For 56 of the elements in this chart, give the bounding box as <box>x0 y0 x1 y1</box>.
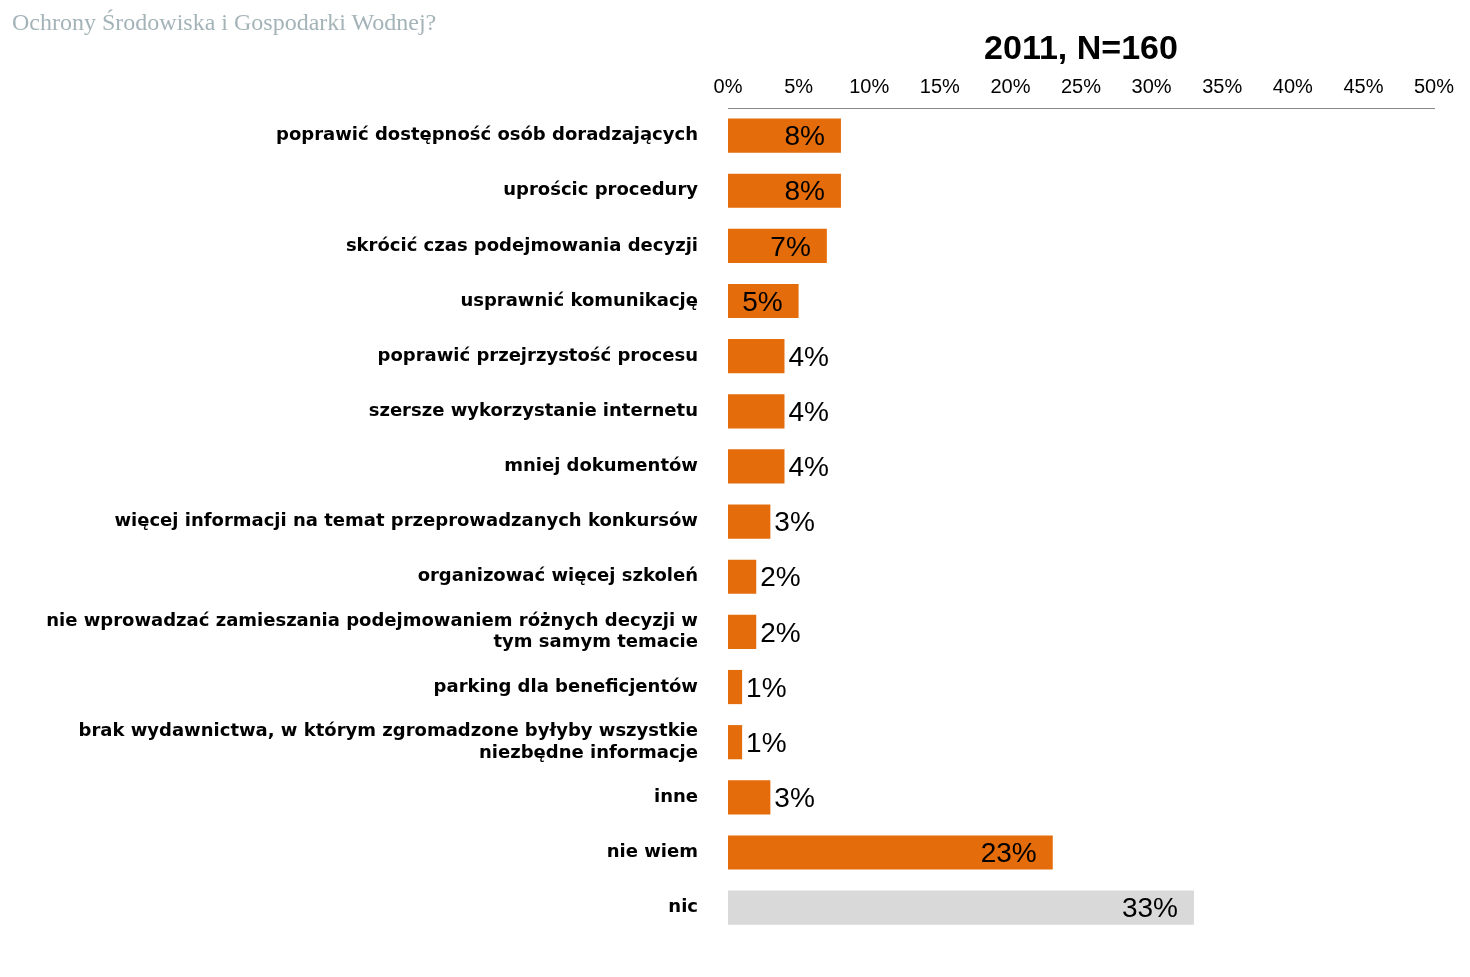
x-tick-label: 40% <box>1272 74 1314 97</box>
bar <box>728 504 771 539</box>
y-tick-label: brak wydawnictwa, w którym zgromadzone byłyby wszystkie niezbędne informacje <box>78 719 698 762</box>
data-label: 7% <box>770 230 811 262</box>
data-label: 4% <box>788 396 829 428</box>
x-tick-label: 0% <box>713 74 743 97</box>
y-tick-label: nie wprowadzać zamieszania podejmowaniem różnych decyzji w tym samym temacie <box>46 608 698 652</box>
bar <box>728 394 785 429</box>
x-tick-label: 15% <box>919 74 961 97</box>
data-label: 8% <box>784 120 825 152</box>
bar <box>728 725 743 760</box>
x-tick-label: 45% <box>1343 74 1384 97</box>
x-tick-label: 10% <box>849 74 890 97</box>
y-tick-label: szersze wykorzystanie internetu <box>368 398 698 420</box>
data-label: 3% <box>774 782 815 814</box>
data-label: 1% <box>746 671 787 703</box>
bar <box>728 835 1053 870</box>
bar <box>728 339 785 374</box>
bar <box>728 780 771 815</box>
data-label: 33% <box>1121 892 1178 924</box>
y-tick-label: nic <box>668 895 698 917</box>
x-tick-label: 25% <box>1060 74 1102 97</box>
bar <box>728 228 827 263</box>
data-label: 5% <box>742 285 783 317</box>
data-label: 3% <box>774 506 815 538</box>
y-tick-label: poprawić dostępność osób doradzających <box>276 123 698 145</box>
bar <box>728 890 1194 925</box>
data-label: 2% <box>760 561 801 593</box>
y-tick-label: organizować więcej szkoleń <box>417 564 698 586</box>
y-tick-label: usprawnić komunikację <box>460 288 698 310</box>
bar <box>728 559 757 594</box>
y-tick-label: skrócić czas podejmowania decyzji <box>345 233 698 255</box>
text: Ochrony Środowiska i Gospodarki Wodnej? <box>12 9 437 36</box>
chart-title: 2011, N=160 <box>984 28 1178 67</box>
y-tick-label: uprościc procedury <box>503 178 699 200</box>
x-tick-label: 5% <box>784 74 814 97</box>
bar <box>728 118 841 153</box>
data-label: 23% <box>980 837 1037 869</box>
x-tick-label: 35% <box>1202 74 1243 97</box>
bar <box>728 614 757 649</box>
y-tick-label: więcej informacji na temat przeprowadzanych konkursów <box>114 509 698 531</box>
data-label: 1% <box>746 726 787 758</box>
bar <box>728 669 743 705</box>
y-tick-label: mniej dokumentów <box>504 454 698 476</box>
x-tick-label: 50% <box>1413 74 1455 97</box>
data-label: 4% <box>788 451 829 483</box>
x-tick-label: 30% <box>1131 74 1172 97</box>
y-tick-label: nie wiem <box>606 840 698 862</box>
data-label: 8% <box>784 175 825 207</box>
y-tick-label: poprawić przejrzystość procesu <box>377 343 698 365</box>
bar <box>728 449 785 484</box>
data-label: 4% <box>788 340 829 372</box>
y-tick-label: parking dla beneficjentów <box>433 674 698 696</box>
data-label: 2% <box>760 616 801 648</box>
y-tick-label: inne <box>653 785 698 807</box>
x-tick-label: 20% <box>990 74 1031 97</box>
